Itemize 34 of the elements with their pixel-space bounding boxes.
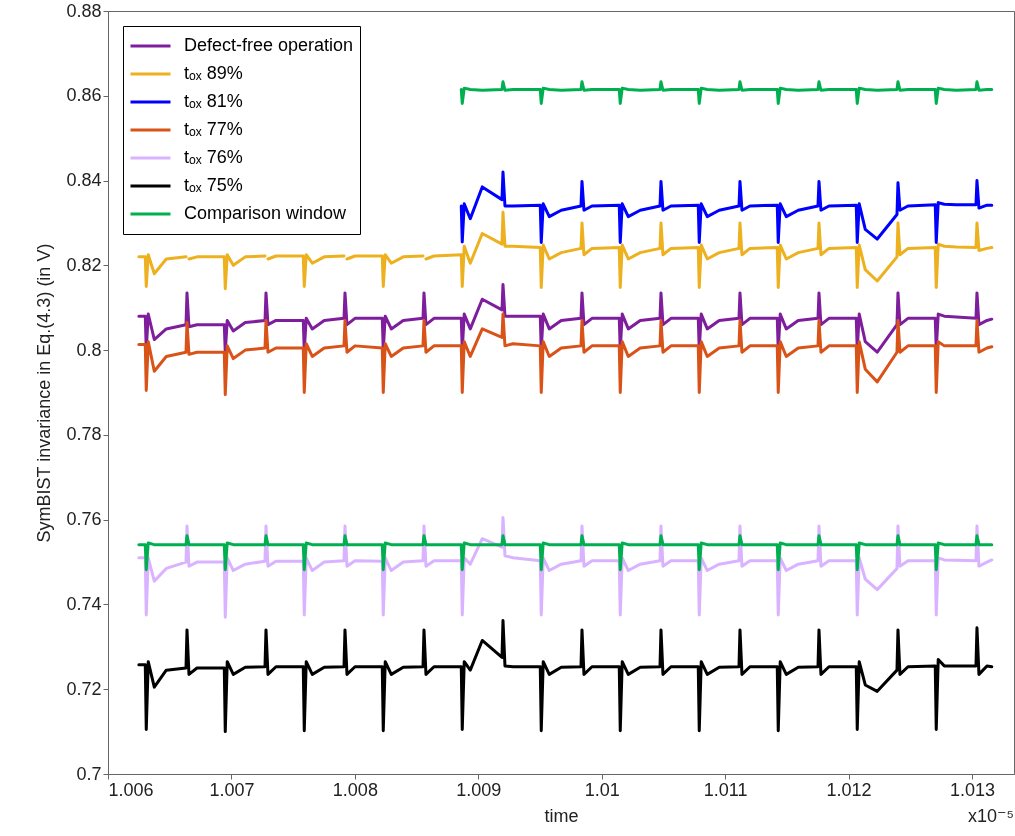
- y-tick-label: 0.84: [66, 170, 102, 191]
- x-axis-title: time: [544, 805, 579, 826]
- legend-label: tₒₓ 89%: [184, 63, 243, 83]
- line-series: [137, 619, 994, 734]
- legend-label: tₒₓ 76%: [184, 147, 243, 167]
- legend-label: tₒₓ 77%: [184, 119, 243, 139]
- legend-label: Defect-free operation: [184, 35, 354, 55]
- x-tick-label: 1.013: [950, 779, 996, 800]
- y-axis-title: SymBIST invariance in Eq.(4.3) (in V): [34, 243, 55, 543]
- line-series: [459, 170, 994, 244]
- line-series: [137, 534, 994, 572]
- text: x10⁻⁵: [968, 806, 1014, 826]
- y-tick-label: 0.78: [66, 424, 102, 445]
- x-tick-label: 1.012: [826, 779, 872, 800]
- x-tick-label: 1.01: [584, 779, 620, 800]
- line-series: [459, 80, 994, 105]
- legend-label: tₒₓ 75%: [184, 175, 243, 195]
- y-tick-label: 0.7: [76, 763, 102, 784]
- x-tick-label: 1.007: [209, 779, 255, 800]
- y-tick-label: 0.88: [66, 0, 102, 21]
- x-tick-label: 1.006: [108, 779, 154, 800]
- legend-label: tₒₓ 81%: [184, 91, 243, 111]
- y-tick-label: 0.76: [66, 509, 102, 530]
- x-tick-label: 1.009: [456, 779, 502, 800]
- line-series: [137, 282, 994, 354]
- y-tick-label: 0.86: [66, 85, 102, 106]
- legend-label: Comparison window: [184, 203, 348, 223]
- y-tick-label: 0.8: [76, 339, 102, 360]
- line-series: [137, 312, 994, 397]
- x-tick-label: 1.011: [703, 779, 748, 800]
- x-tick-label: 1.008: [332, 779, 378, 800]
- y-tick-label: 0.72: [66, 678, 102, 699]
- y-tick-label: 0.82: [66, 254, 102, 275]
- y-tick-label: 0.74: [66, 593, 102, 614]
